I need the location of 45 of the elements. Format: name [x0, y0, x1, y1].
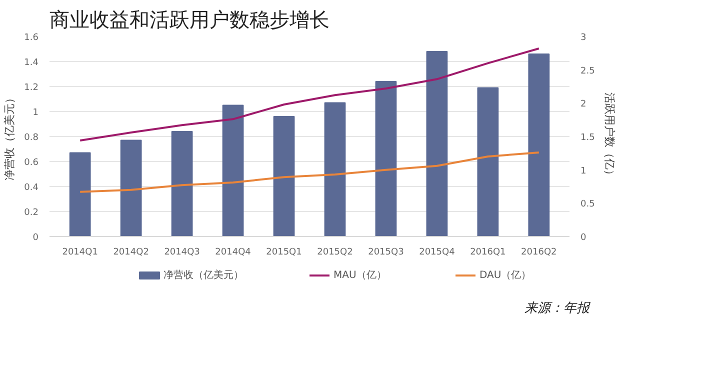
legend-label: MAU（亿）: [334, 270, 386, 281]
chart-title: 商业收益和活跃用户数稳步增长: [50, 8, 330, 32]
y2-axis-title: 活跃用户数（亿）: [602, 92, 616, 180]
y-tick-label: 0.6: [24, 158, 39, 168]
bar: [426, 51, 448, 236]
bar: [528, 54, 550, 236]
y2-tick-label: 2.5: [580, 66, 595, 76]
bar: [375, 81, 397, 236]
bar: [273, 116, 295, 236]
legend-label: 净营收（亿美元）: [164, 269, 244, 281]
x-tick-label: 2014Q2: [113, 248, 149, 258]
x-tick-label: 2014Q3: [164, 248, 200, 258]
y-tick-label: 0.8: [24, 133, 39, 143]
y-tick-label: 1.6: [24, 33, 39, 43]
y-tick-label: 1.4: [24, 58, 39, 68]
y2-tick-label: 1.5: [580, 133, 595, 143]
y-tick-label: 0.4: [24, 183, 39, 193]
bar: [120, 140, 142, 236]
y-tick-label: 1: [32, 108, 39, 118]
line-series: [79, 152, 540, 193]
y2-tick-label: 0.5: [580, 200, 595, 210]
x-tick-label: 2016Q1: [470, 248, 506, 258]
bar: [477, 87, 499, 236]
x-tick-label: 2014Q4: [215, 248, 252, 258]
y-tick-label: 0: [32, 233, 39, 243]
x-tick-label: 2015Q2: [317, 248, 353, 258]
y-axis-title: 净营收（亿美元）: [3, 92, 16, 180]
bar: [222, 104, 244, 236]
y2-tick-label: 3: [580, 33, 586, 43]
bar: [324, 102, 346, 236]
y-tick-label: 0.2: [24, 208, 39, 218]
x-tick-label: 2015Q4: [419, 248, 456, 258]
line-series: [79, 48, 540, 142]
x-tick-label: 2014Q1: [62, 248, 98, 258]
y2-tick-label: 1: [580, 166, 586, 176]
bar: [171, 131, 193, 236]
x-tick-label: 2015Q3: [368, 248, 404, 258]
y2-tick-label: 0: [580, 233, 586, 243]
bar: [69, 152, 91, 236]
x-tick-label: 2015Q1: [266, 248, 302, 258]
y2-tick-label: 2: [580, 100, 586, 110]
y-tick-label: 1.2: [24, 83, 39, 93]
x-tick-label: 2016Q2: [521, 248, 557, 258]
source-note: 来源：年报: [524, 301, 592, 316]
legend-label: DAU（亿）: [480, 270, 532, 281]
